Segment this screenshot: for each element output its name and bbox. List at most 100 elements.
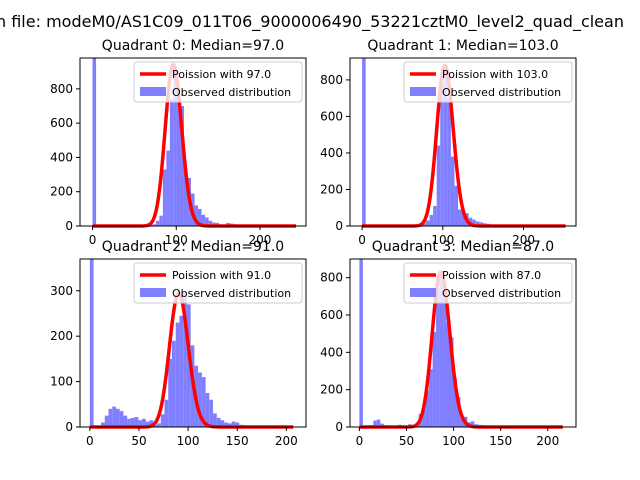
histogram-bar — [429, 215, 434, 226]
y-tick-label: 800 — [320, 271, 343, 285]
histogram-bar — [235, 422, 240, 427]
histogram-bar — [422, 408, 426, 427]
legend-box — [133, 61, 303, 103]
subplot-title: Quadrant 2: Median=91.0 — [102, 239, 284, 255]
histogram-bar — [201, 377, 206, 427]
x-tick-label: 100 — [165, 233, 188, 247]
histogram-bar — [362, 58, 366, 226]
histogram-bar — [180, 106, 184, 226]
legend-poisson-label: Poission with 103.0 — [442, 68, 548, 81]
histogram-bar — [456, 397, 461, 427]
histogram-bar — [164, 399, 169, 427]
subplot-title: Quadrant 0: Median=97.0 — [102, 38, 284, 54]
histogram-bar — [89, 259, 94, 427]
x-tick-label: 200 — [249, 233, 272, 247]
subplot-1: Quadrant 1: Median=103.0 0 100 200 0 200 400 60… — [320, 38, 577, 247]
subplot-2: Quadrant 2: Median=91.0 0 50 100 150 200 0 100 2… — [50, 239, 307, 448]
histogram-bar — [179, 315, 184, 427]
histogram-bar — [134, 417, 139, 427]
axes-frame — [349, 258, 577, 428]
histogram-bar — [201, 214, 206, 226]
histogram-bar — [457, 209, 462, 226]
y-tick-label: 200 — [320, 383, 343, 397]
histogram-bar — [166, 150, 170, 226]
histogram-bar — [160, 414, 165, 427]
legend-box — [133, 262, 303, 304]
histogram-bar — [454, 185, 458, 226]
histogram-bars — [89, 259, 266, 427]
subplot-grid: Quadrant 0: Median=97.0 0 100 200 0 200 400 600… — [50, 38, 577, 448]
histogram-bar — [153, 424, 158, 427]
x-tick-label: 150 — [226, 434, 249, 448]
histogram-bar — [162, 169, 167, 226]
axes-frame — [79, 57, 307, 227]
histogram-bar — [422, 223, 427, 226]
y-tick-label: 400 — [50, 150, 73, 164]
histogram-bar — [168, 358, 172, 427]
legend-box — [403, 262, 573, 304]
subplot-title: Quadrant 3: Median=87.0 — [372, 239, 554, 255]
legend: Poission with 91.0 Observed distribution — [133, 262, 303, 304]
y-tick-label: 800 — [320, 73, 343, 87]
x-tick-label: 0 — [86, 434, 94, 448]
histogram-bar — [175, 322, 180, 427]
histogram-bar — [119, 411, 124, 427]
histogram-bar — [479, 222, 483, 226]
histogram-bar — [231, 421, 236, 427]
x-tick-label: 50 — [399, 434, 414, 448]
histogram-bar — [209, 399, 214, 427]
histogram-bar — [142, 418, 146, 427]
histogram-bar — [183, 169, 188, 226]
histogram-bar — [440, 81, 444, 226]
histogram-bar — [359, 259, 363, 427]
x-tick-label: 50 — [131, 434, 146, 448]
histogram-bar — [450, 156, 455, 226]
histogram-bar — [138, 420, 143, 427]
legend-observed-swatch — [410, 87, 436, 96]
histogram-bar — [470, 421, 475, 427]
legend-observed-swatch — [140, 288, 166, 297]
y-tick-label: 800 — [50, 82, 73, 96]
y-tick-label: 200 — [50, 185, 73, 199]
legend-observed-label: Observed distribution — [442, 86, 561, 99]
histogram-bar — [115, 408, 120, 427]
histogram-bar — [443, 287, 447, 427]
histogram-bars — [359, 259, 506, 427]
histogram-bar — [439, 273, 444, 427]
histogram-bar — [145, 421, 150, 427]
histogram-bar — [447, 98, 451, 226]
histogram-bar — [429, 369, 433, 427]
legend-poisson-label: Poission with 87.0 — [442, 269, 541, 282]
x-tick-label: 200 — [275, 434, 298, 448]
histogram-bar — [376, 419, 381, 427]
histogram-bar — [216, 417, 221, 427]
histogram-bar — [446, 322, 451, 427]
y-tick-label: 600 — [320, 109, 343, 123]
histogram-bar — [152, 224, 156, 226]
y-tick-label: 400 — [320, 345, 343, 359]
histogram-bar — [450, 337, 454, 427]
legend-poisson-label: Poission with 97.0 — [172, 68, 271, 81]
histogram-bar — [155, 220, 160, 226]
legend-observed-swatch — [140, 87, 166, 96]
histogram-bar — [205, 392, 210, 427]
y-tick-label: 0 — [65, 219, 73, 233]
x-tick-label: 200 — [512, 233, 535, 247]
histogram-bar — [92, 58, 97, 226]
histogram-bar — [157, 423, 161, 427]
histogram-bar — [112, 406, 116, 427]
figure-suptitle: n file: modeM0/AS1C09_011T06_9000006490_… — [0, 12, 624, 32]
histogram-bar — [432, 331, 437, 427]
histogram-bar — [194, 205, 199, 226]
histogram-bar — [468, 217, 473, 226]
histogram-bar — [453, 378, 457, 427]
histogram-bar — [227, 423, 232, 427]
histogram-bar — [149, 420, 154, 427]
y-tick-label: 200 — [320, 182, 343, 196]
histogram-bar — [436, 288, 440, 427]
axes-frame — [349, 57, 577, 227]
histogram-bar — [183, 290, 187, 427]
histogram-bar — [198, 372, 202, 427]
axes-frame — [79, 258, 307, 428]
